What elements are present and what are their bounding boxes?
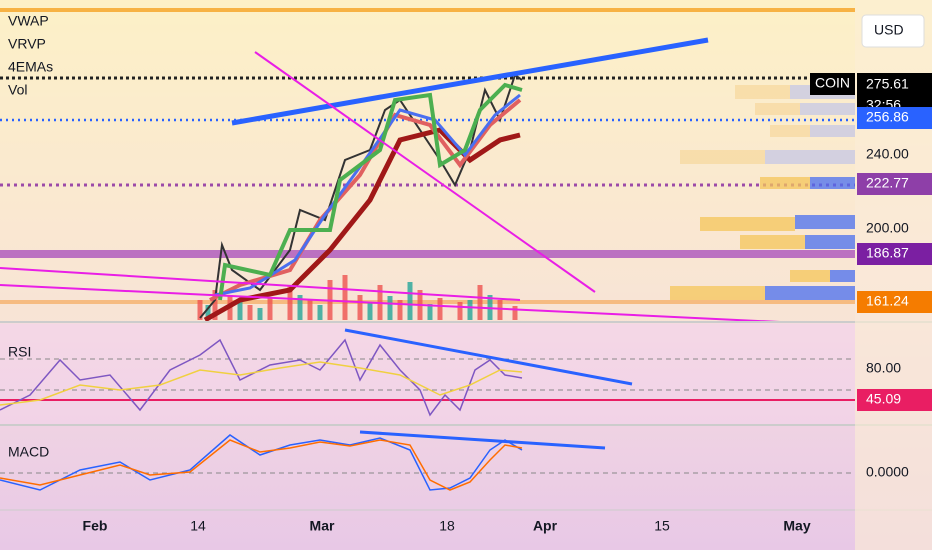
symbol-tag [810, 73, 855, 95]
time-label: May [783, 518, 810, 534]
time-label: 18 [439, 518, 455, 534]
price-line [199, 73, 523, 319]
price-tag [857, 173, 932, 195]
time-label: Feb [83, 518, 108, 534]
trend-line [0, 267, 521, 301]
currency-button[interactable] [861, 14, 925, 48]
rsi-tick: 80.00 [866, 360, 901, 376]
price-tag [857, 291, 932, 313]
time-label: Apr [533, 518, 558, 534]
trend-line [359, 430, 606, 450]
price-tick: 240.00 [866, 146, 909, 162]
indicator-label: 4EMAs [8, 59, 53, 75]
macd-tick: 0.0000 [866, 464, 909, 480]
macd-label: MACD [8, 444, 49, 460]
indicator-label: Vol [8, 82, 27, 98]
price-tag [857, 243, 932, 265]
indicator-label: VRVP [8, 36, 46, 52]
rsi-tag [857, 389, 932, 411]
volume-profile [670, 85, 855, 300]
band [0, 250, 855, 258]
price-tag-label: 161.24 [866, 293, 909, 309]
price-tag-label: 222.77 [866, 175, 909, 191]
rsi-value: 45.09 [866, 391, 901, 407]
rsi-ma-line [0, 361, 523, 406]
ema-line [203, 127, 521, 323]
vwap-line [218, 82, 523, 301]
currency[interactable]: USD [874, 22, 904, 38]
symbol: COIN [815, 75, 850, 91]
price-tick: 200.00 [866, 220, 909, 236]
current-price: 275.61 [866, 76, 909, 92]
price-tag-label: 256.86 [866, 109, 909, 125]
price-tag-label: 186.87 [866, 245, 909, 261]
indicator-label: VWAP [8, 13, 49, 29]
time-label: Mar [310, 518, 335, 534]
trend-line [344, 328, 633, 386]
time-label: 14 [190, 518, 206, 534]
rsi-line [0, 338, 523, 417]
signal-line [0, 439, 523, 491]
trend-line [231, 37, 709, 126]
time-label: 15 [654, 518, 670, 534]
band [0, 300, 855, 304]
trend-line [254, 51, 596, 293]
rsi-label: RSI [8, 344, 31, 360]
macd-line [0, 434, 523, 491]
trend-line [0, 284, 781, 323]
price-tag [857, 107, 932, 129]
